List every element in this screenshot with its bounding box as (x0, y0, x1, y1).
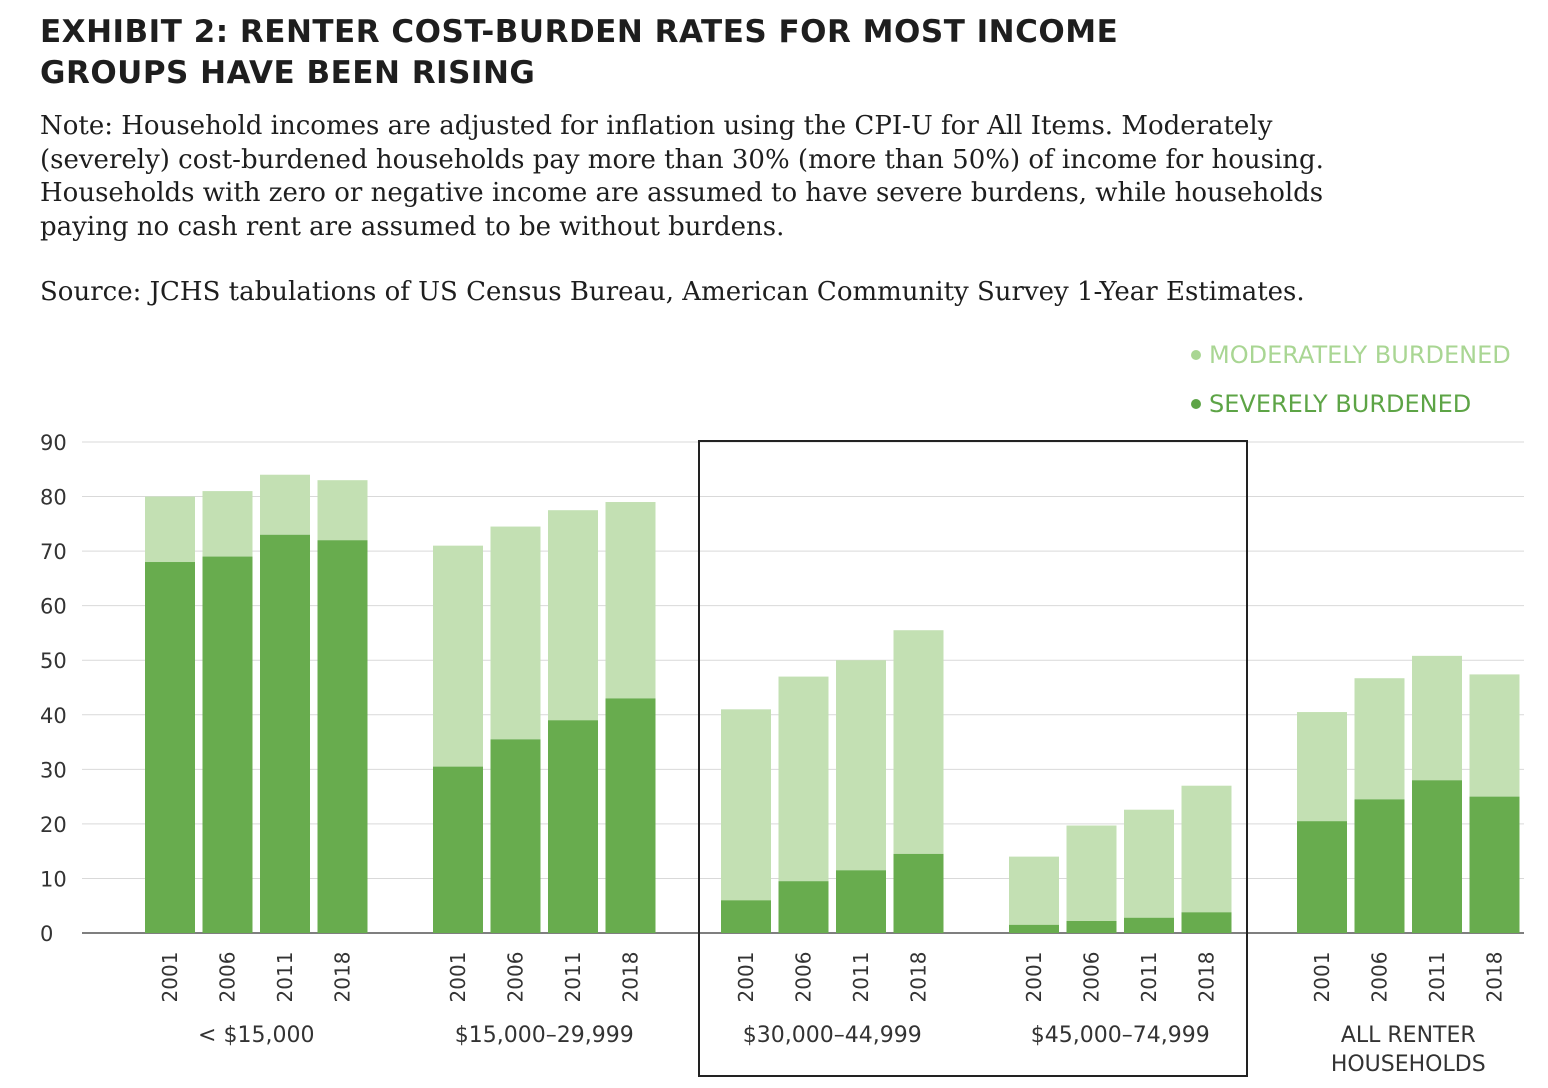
y-tick-label: 80 (40, 486, 67, 510)
chart-title: EXHIBIT 2: RENTER COST-BURDEN RATES FOR … (40, 12, 1240, 94)
bar-moderate (605, 502, 656, 699)
x-tick-label-year: 2006 (1368, 952, 1392, 1003)
x-tick-label-year: 2018 (1195, 952, 1219, 1003)
x-tick-label-year: 2006 (1080, 952, 1104, 1003)
y-tick-label: 30 (40, 758, 67, 782)
bar-severe (1354, 799, 1405, 933)
bar-moderate (433, 545, 483, 767)
bar-severe (317, 540, 368, 933)
x-tick-label-year: 2018 (907, 952, 931, 1003)
group-label: $30,000–44,999 (743, 1023, 922, 1048)
group-label: $45,000–74,999 (1031, 1023, 1210, 1048)
y-tick-label: 40 (40, 704, 67, 728)
bar-moderate (548, 510, 598, 721)
y-tick-label: 70 (40, 540, 67, 564)
x-tick-label-year: 2001 (1310, 952, 1334, 1003)
bar-moderate (260, 474, 310, 535)
x-tick-label-year: 2006 (792, 952, 816, 1003)
bar-severe (1124, 917, 1174, 933)
bar-severe (548, 720, 598, 933)
bar-severe (836, 870, 886, 933)
bar-severe (605, 698, 656, 933)
bar-moderate (1297, 712, 1347, 822)
legend-severe-marker (1191, 399, 1201, 409)
x-tick-label-year: 2018 (619, 952, 643, 1003)
bar-moderate (1066, 825, 1117, 921)
bar-moderate (1354, 678, 1405, 800)
y-tick-label: 10 (40, 867, 67, 891)
bar-moderate (1412, 655, 1462, 781)
highlight-box (698, 440, 1248, 1077)
chart-note: Note: Household incomes are adjusted for… (40, 111, 1324, 242)
bar-moderate (778, 676, 829, 882)
bar-moderate (893, 630, 944, 854)
bar-moderate (721, 709, 771, 901)
bar-moderate (317, 480, 368, 541)
x-tick-label-year: 2018 (331, 952, 355, 1003)
group-label: < $15,000 (198, 1023, 314, 1048)
legend-moderate-marker (1191, 350, 1201, 360)
bar-severe (1412, 780, 1462, 933)
bar-severe (145, 562, 195, 933)
group-label: $15,000–29,999 (455, 1023, 634, 1048)
x-tick-label-year: 2011 (849, 952, 873, 1003)
x-tick-label-year: 2011 (1137, 952, 1161, 1003)
x-tick-label-year: 2011 (273, 952, 297, 1003)
bar-moderate (1009, 856, 1059, 925)
group-label: HOUSEHOLDS (1331, 1052, 1486, 1077)
bar-moderate (145, 496, 195, 563)
bars (145, 474, 1520, 933)
x-tick-label-year: 2011 (561, 952, 585, 1003)
bar-severe (1066, 920, 1117, 933)
group-label: ALL RENTER (1341, 1023, 1476, 1048)
x-tick-label-year: 2011 (1425, 952, 1449, 1003)
y-tick-label: 0 (40, 922, 53, 946)
bar-severe (1469, 796, 1520, 933)
x-tick-label-year: 2006 (504, 952, 528, 1003)
y-tick-label: 50 (40, 649, 67, 673)
x-tick-label-year: 2006 (216, 952, 240, 1003)
x-tick-label-year: 2018 (1483, 952, 1507, 1003)
bar-severe (490, 739, 541, 933)
legend-moderate-label: MODERATELY BURDENED (1209, 341, 1511, 369)
bar-severe (433, 766, 483, 933)
bar-severe (202, 556, 253, 933)
bar-severe (778, 881, 829, 933)
bar-severe (1297, 821, 1347, 933)
x-axis-labels: 2001 2006 2011 2018 < $15,000 2001 2006 2011 201… (158, 952, 1507, 1077)
bar-severe (721, 900, 771, 933)
x-tick-label-year: 2001 (734, 952, 758, 1003)
x-tick-label-year: 2001 (446, 952, 470, 1003)
bar-moderate (490, 526, 541, 740)
bar-severe (893, 853, 944, 933)
chart-title-line-2: GROUPS HAVE BEEN RISING (40, 55, 536, 91)
bar-moderate (1181, 785, 1232, 913)
bar-moderate (1469, 674, 1520, 797)
legend-severe-label: SEVERELY BURDENED (1209, 390, 1471, 418)
bar-moderate (836, 660, 886, 871)
x-tick-label-year: 2001 (1022, 952, 1046, 1003)
chart-source: Source: JCHS tabulations of US Census Bu… (40, 277, 1305, 307)
bar-severe (1009, 924, 1059, 933)
chart-title-line-1: EXHIBIT 2: RENTER COST-BURDEN RATES FOR … (40, 14, 1119, 50)
bar-moderate (1124, 809, 1174, 918)
y-tick-label: 90 (40, 431, 67, 455)
legend: MODERATELY BURDENED SEVERELY BURDENED (1191, 341, 1511, 418)
y-tick-label: 20 (40, 813, 67, 837)
x-tick-label-year: 2001 (158, 952, 182, 1003)
highlight-box-rect (698, 440, 1248, 1077)
bar-moderate (202, 491, 253, 557)
bar-severe (1181, 912, 1232, 933)
y-tick-label: 60 (40, 595, 67, 619)
y-axis-ticks: 0 10 20 30 40 50 60 70 80 90 (40, 431, 67, 946)
bar-severe (260, 534, 310, 933)
